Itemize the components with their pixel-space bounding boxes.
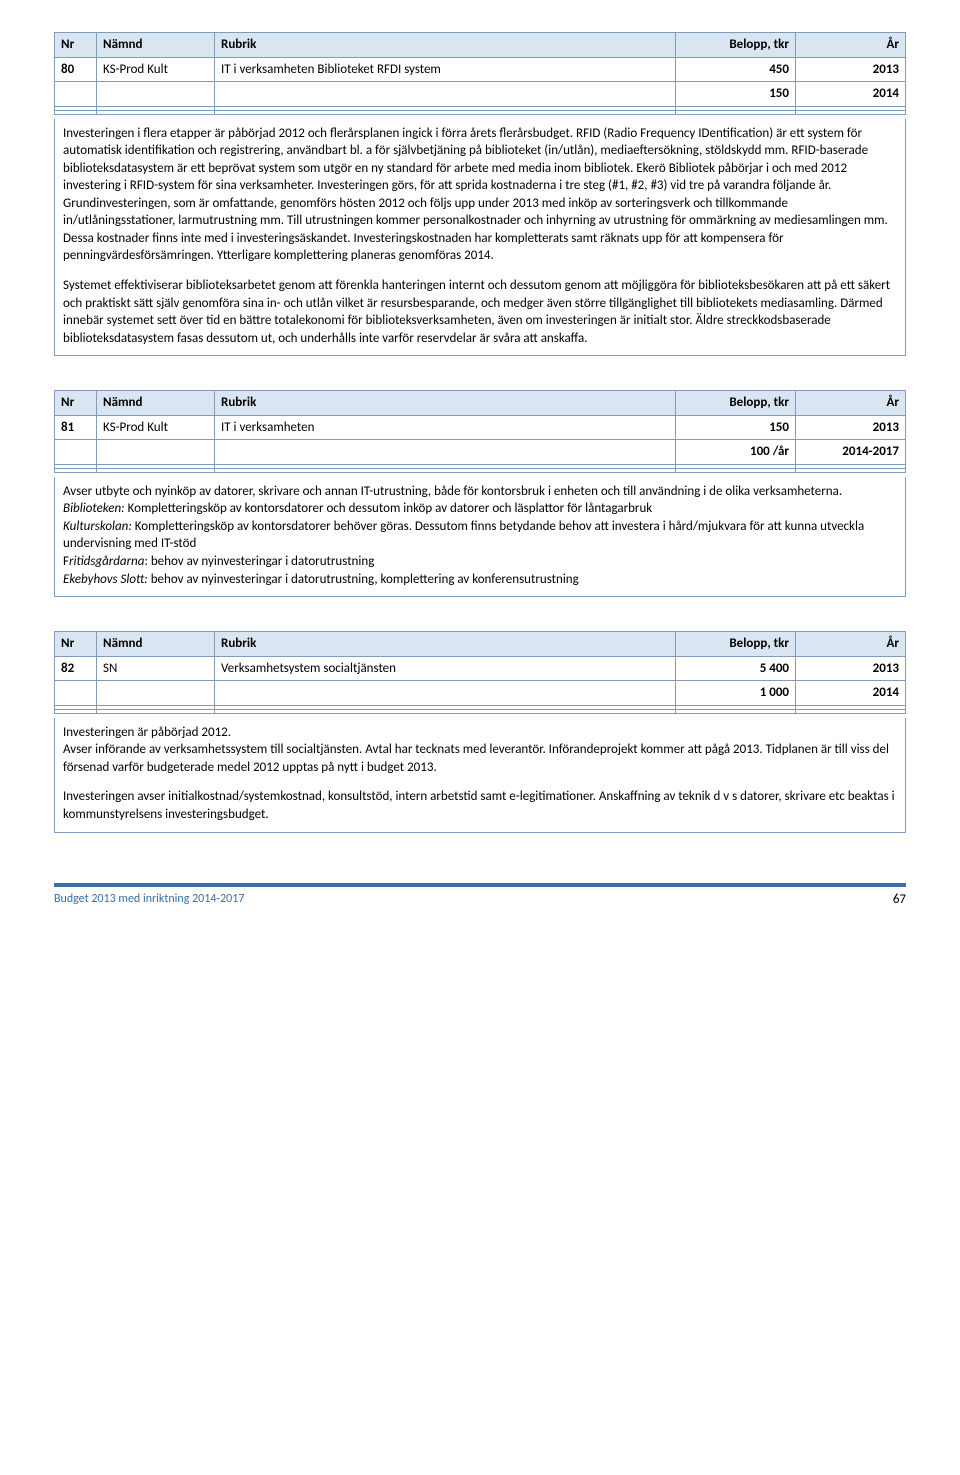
cell-namnd xyxy=(97,681,215,706)
cell-namnd: KS-Prod Kult xyxy=(97,415,215,440)
investment-table: Nr Nämnd Rubrik Belopp, tkr År 81 KS-Pro… xyxy=(54,390,906,473)
col-header-rubrik: Rubrik xyxy=(215,632,676,657)
investment-table: Nr Nämnd Rubrik Belopp, tkr År 80 KS-Pro… xyxy=(54,32,906,115)
col-header-belopp: Belopp, tkr xyxy=(676,33,796,58)
cell-rubrik xyxy=(215,681,676,706)
cell-ar: 2014-2017 xyxy=(796,440,906,465)
spacer-row xyxy=(55,110,906,114)
investment-description: Investeringen är påbörjad 2012.Avser inf… xyxy=(54,718,906,833)
table-header-row: Nr Nämnd Rubrik Belopp, tkr År xyxy=(55,632,906,657)
cell-rubrik: Verksamhetsystem socialtjänsten xyxy=(215,656,676,681)
cell-ar: 2013 xyxy=(796,656,906,681)
footer-title: Budget 2013 med inriktning 2014-2017 xyxy=(54,891,244,909)
col-header-namnd: Nämnd xyxy=(97,33,215,58)
cell-rubrik xyxy=(215,82,676,107)
col-header-namnd: Nämnd xyxy=(97,632,215,657)
col-header-nr: Nr xyxy=(55,632,97,657)
table-row: 100 /år 2014-2017 xyxy=(55,440,906,465)
cell-namnd xyxy=(97,440,215,465)
col-header-nr: Nr xyxy=(55,33,97,58)
spacer-row xyxy=(55,468,906,472)
investment-block: Nr Nämnd Rubrik Belopp, tkr År 80 KS-Pro… xyxy=(54,32,906,356)
investment-description: Avser utbyte och nyinköp av datorer, skr… xyxy=(54,477,906,597)
cell-ar: 2014 xyxy=(796,681,906,706)
investment-block: Nr Nämnd Rubrik Belopp, tkr År 81 KS-Pro… xyxy=(54,390,906,597)
col-header-nr: Nr xyxy=(55,391,97,416)
cell-namnd xyxy=(97,82,215,107)
table-row: 1 000 2014 xyxy=(55,681,906,706)
investment-table: Nr Nämnd Rubrik Belopp, tkr År 82 SN Ver… xyxy=(54,631,906,714)
cell-nr xyxy=(55,681,97,706)
cell-nr xyxy=(55,82,97,107)
cell-namnd: KS-Prod Kult xyxy=(97,57,215,82)
col-header-ar: År xyxy=(796,632,906,657)
investment-block: Nr Nämnd Rubrik Belopp, tkr År 82 SN Ver… xyxy=(54,631,906,832)
cell-rubrik: IT i verksamheten xyxy=(215,415,676,440)
cell-rubrik: IT i verksamheten Biblioteket RFDI syste… xyxy=(215,57,676,82)
cell-belopp: 1 000 xyxy=(676,681,796,706)
table-row: 81 KS-Prod Kult IT i verksamheten 150 20… xyxy=(55,415,906,440)
table-header-row: Nr Nämnd Rubrik Belopp, tkr År xyxy=(55,33,906,58)
cell-belopp: 150 xyxy=(676,415,796,440)
col-header-ar: År xyxy=(796,391,906,416)
col-header-rubrik: Rubrik xyxy=(215,33,676,58)
body-paragraph: Investeringen är påbörjad 2012.Avser inf… xyxy=(63,724,897,777)
page-footer: Budget 2013 med inriktning 2014-2017 67 xyxy=(54,883,906,909)
cell-belopp: 150 xyxy=(676,82,796,107)
cell-belopp: 100 /år xyxy=(676,440,796,465)
col-header-ar: År xyxy=(796,33,906,58)
cell-ar: 2014 xyxy=(796,82,906,107)
investment-description: Investeringen i flera etapper är påbörja… xyxy=(54,119,906,357)
cell-ar: 2013 xyxy=(796,415,906,440)
cell-belopp: 5 400 xyxy=(676,656,796,681)
cell-nr: 81 xyxy=(55,415,97,440)
col-header-belopp: Belopp, tkr xyxy=(676,391,796,416)
col-header-namnd: Nämnd xyxy=(97,391,215,416)
cell-ar: 2013 xyxy=(796,57,906,82)
table-row: 82 SN Verksamhetsystem socialtjänsten 5 … xyxy=(55,656,906,681)
cell-nr: 82 xyxy=(55,656,97,681)
cell-namnd: SN xyxy=(97,656,215,681)
cell-rubrik xyxy=(215,440,676,465)
cell-nr: 80 xyxy=(55,57,97,82)
footer-page-number: 67 xyxy=(893,891,906,909)
table-row: 80 KS-Prod Kult IT i verksamheten Biblio… xyxy=(55,57,906,82)
cell-nr xyxy=(55,440,97,465)
body-paragraph: Avser utbyte och nyinköp av datorer, skr… xyxy=(63,483,897,588)
spacer-row xyxy=(55,709,906,713)
table-row: 150 2014 xyxy=(55,82,906,107)
col-header-rubrik: Rubrik xyxy=(215,391,676,416)
body-paragraph: Investeringen avser initialkostnad/syste… xyxy=(63,788,897,823)
body-paragraph: Systemet effektiviserar biblioteksarbete… xyxy=(63,277,897,347)
cell-belopp: 450 xyxy=(676,57,796,82)
body-paragraph: Investeringen i flera etapper är påbörja… xyxy=(63,125,897,265)
table-header-row: Nr Nämnd Rubrik Belopp, tkr År xyxy=(55,391,906,416)
col-header-belopp: Belopp, tkr xyxy=(676,632,796,657)
